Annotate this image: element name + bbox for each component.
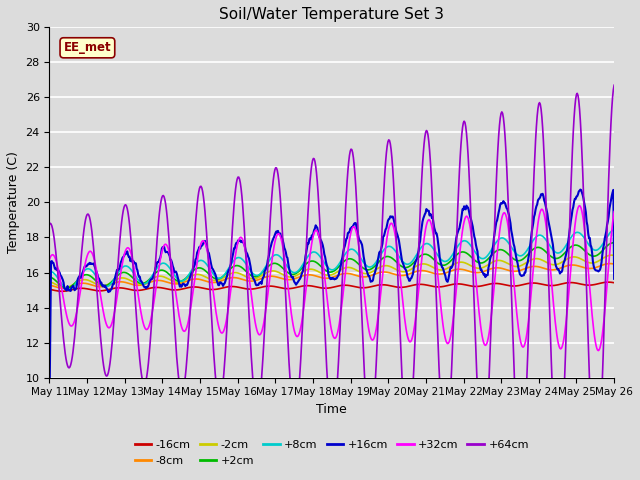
Title: Soil/Water Temperature Set 3: Soil/Water Temperature Set 3: [220, 7, 444, 22]
+64cm: [201, 209, 209, 215]
+32cm: [201, 240, 209, 246]
Line: +64cm: +64cm: [49, 85, 614, 480]
+64cm: [172, 332, 179, 338]
-8cm: [606, 261, 614, 266]
Line: -2cm: -2cm: [49, 255, 614, 288]
+32cm: [417, 264, 425, 270]
-2cm: [611, 252, 618, 258]
+16cm: [45, 405, 53, 411]
Y-axis label: Temperature (C): Temperature (C): [7, 152, 20, 253]
-2cm: [401, 269, 409, 275]
-16cm: [202, 286, 209, 292]
-2cm: [608, 252, 616, 258]
-16cm: [56, 288, 63, 294]
+2cm: [401, 264, 409, 270]
-8cm: [59, 285, 67, 291]
+8cm: [401, 261, 409, 266]
+16cm: [201, 238, 209, 244]
-2cm: [45, 279, 53, 285]
-16cm: [418, 281, 426, 287]
-16cm: [401, 284, 409, 290]
+64cm: [45, 221, 53, 227]
Line: +32cm: +32cm: [49, 205, 614, 350]
Line: -8cm: -8cm: [49, 264, 614, 288]
+2cm: [63, 285, 70, 291]
+32cm: [114, 289, 122, 295]
-16cm: [172, 287, 180, 293]
+2cm: [202, 268, 209, 274]
+8cm: [65, 287, 72, 292]
+2cm: [172, 277, 180, 283]
-8cm: [202, 278, 209, 284]
+32cm: [401, 314, 408, 320]
X-axis label: Time: Time: [316, 403, 347, 416]
+32cm: [611, 209, 618, 215]
+16cm: [172, 269, 179, 275]
+64cm: [401, 417, 408, 422]
+8cm: [115, 269, 122, 275]
+16cm: [401, 265, 408, 271]
-2cm: [56, 284, 63, 289]
+8cm: [56, 278, 63, 284]
+64cm: [611, 83, 618, 88]
-2cm: [61, 285, 69, 290]
+32cm: [45, 256, 53, 262]
Line: -16cm: -16cm: [49, 282, 614, 291]
+32cm: [576, 203, 584, 208]
+8cm: [45, 269, 53, 275]
+16cm: [417, 230, 425, 236]
-8cm: [115, 279, 122, 285]
+64cm: [114, 264, 122, 269]
Line: +8cm: +8cm: [49, 229, 614, 289]
-8cm: [401, 272, 409, 278]
+16cm: [56, 270, 63, 276]
-16cm: [58, 288, 66, 294]
Line: +2cm: +2cm: [49, 243, 614, 288]
-2cm: [172, 279, 180, 285]
-16cm: [611, 280, 618, 286]
+2cm: [418, 252, 426, 258]
-16cm: [605, 279, 612, 285]
+16cm: [114, 268, 122, 274]
+2cm: [611, 240, 618, 246]
+8cm: [172, 274, 180, 280]
-2cm: [202, 274, 209, 280]
-8cm: [45, 282, 53, 288]
-2cm: [115, 276, 122, 281]
+8cm: [202, 261, 209, 266]
+64cm: [56, 293, 63, 299]
Text: EE_met: EE_met: [63, 41, 111, 54]
-8cm: [611, 261, 618, 267]
+2cm: [115, 272, 122, 277]
+8cm: [611, 227, 618, 232]
+8cm: [418, 244, 426, 250]
+32cm: [172, 287, 179, 292]
+2cm: [45, 274, 53, 280]
-8cm: [172, 281, 180, 287]
+32cm: [56, 274, 63, 280]
-16cm: [115, 285, 122, 291]
Legend: -16cm, -8cm, -2cm, +2cm, +8cm, +16cm, +32cm, +64cm: -16cm, -8cm, -2cm, +2cm, +8cm, +16cm, +3…: [130, 436, 534, 470]
-8cm: [56, 285, 63, 291]
Line: +16cm: +16cm: [49, 190, 614, 408]
-8cm: [418, 268, 426, 274]
-2cm: [418, 261, 426, 267]
+2cm: [609, 240, 617, 246]
+64cm: [417, 192, 425, 198]
+2cm: [56, 282, 63, 288]
-16cm: [45, 287, 53, 292]
+32cm: [595, 348, 602, 353]
+16cm: [611, 276, 618, 282]
+16cm: [577, 187, 584, 192]
